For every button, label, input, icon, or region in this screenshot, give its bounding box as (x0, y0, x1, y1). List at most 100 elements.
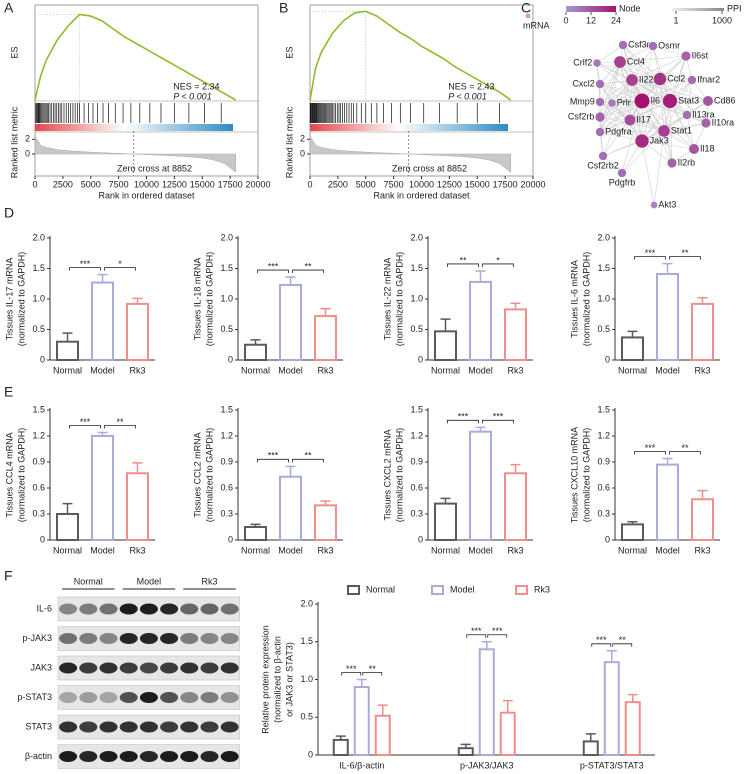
x-tick-label: Normal (431, 365, 460, 375)
edge (669, 55, 687, 102)
panel-label: E (4, 384, 13, 400)
y-tick-label: 0 (605, 534, 610, 544)
y-axis-label: (normalized to GAPDH) (16, 252, 26, 347)
y-axis-label: ES (9, 46, 19, 58)
significance-bracket (634, 256, 666, 260)
node (595, 112, 605, 122)
y-tick-label: 0 (40, 354, 45, 364)
node-label: Ccl2 (667, 73, 685, 83)
blot-row-label: β-actin (25, 751, 52, 761)
x-tick-label: p-JAK3/JAK3 (460, 760, 514, 770)
bar (691, 498, 714, 541)
error-bar (62, 332, 73, 342)
p-label: P < 0.001 (173, 91, 211, 101)
y2-axis-label: Ranked list metric (284, 106, 294, 178)
y-axis-label: (normalized to GAPDH) (581, 428, 591, 523)
blot-band (220, 633, 239, 644)
edge (641, 122, 707, 142)
error-bar (460, 743, 471, 749)
y-tick-label: 2.0 (597, 232, 610, 242)
blot-band (119, 633, 138, 644)
edge (596, 44, 624, 64)
x-tick-label: Model (90, 365, 115, 375)
edge (599, 61, 621, 133)
node-label: Prlr (617, 97, 631, 107)
legend-mrna: mRNA (523, 20, 550, 30)
error-bar (697, 489, 708, 500)
error-bar (440, 318, 451, 332)
significance-bracket (69, 425, 101, 429)
legend-node-scale (566, 6, 616, 12)
error-bar (627, 521, 638, 525)
y-tick-label: 0.3 (220, 508, 233, 518)
edge (669, 100, 673, 164)
blot-band (119, 692, 138, 703)
y-tick-label: 0.6 (32, 482, 45, 492)
error-bar (132, 297, 143, 304)
x-tick-label: 15000 (190, 179, 215, 189)
blot-band (99, 721, 118, 733)
zero-cross-label: Zero cross at 8852 (117, 163, 192, 173)
y-axis-label: or JAK3 or STAT3) (284, 642, 294, 717)
y-tick-label: 1.0 (300, 674, 313, 684)
y2-axis-label: Ranked list metric (9, 106, 19, 178)
node-label: Jak3 (650, 135, 669, 145)
x-axis-label: Rank in ordered dataset (373, 190, 470, 200)
edge (641, 140, 695, 150)
node (667, 158, 677, 168)
error-bar (627, 330, 638, 338)
node-label: Mmp9 (570, 96, 595, 106)
legend-tick-label: 0 (563, 15, 568, 25)
bar (56, 340, 79, 362)
bar (499, 711, 516, 756)
blot-group-label: Normal (74, 576, 103, 586)
y-tick-label: 0.9 (597, 456, 610, 466)
edge (631, 79, 688, 116)
edge (599, 61, 621, 103)
x-tick-label: Rk3 (129, 545, 145, 555)
y-tick-label: 0 (228, 534, 233, 544)
node-label: Il18 (700, 143, 715, 153)
x-tick-label: 5000 (356, 179, 376, 189)
error-bar (440, 497, 451, 504)
significance-label: *** (80, 417, 91, 427)
y-axis-label: Tissues CXCL2 mRNA (382, 429, 392, 520)
legend-tick-label: 1 (673, 15, 678, 25)
node (595, 97, 605, 107)
significance-label: ** (369, 664, 377, 674)
plot-frame (34, 4, 259, 177)
edge (621, 100, 643, 174)
x-tick-label: Model (468, 545, 493, 555)
nes-label: NES = 2.43 (448, 81, 494, 91)
edge (599, 83, 665, 132)
edge (599, 79, 633, 133)
y-axis-label: Tissues CCL2 mRNA (192, 432, 202, 517)
x-tick-label: Normal (53, 365, 82, 375)
blot-row-label: STAT3 (25, 721, 52, 731)
node-label: Pdgfra (605, 126, 632, 136)
edge (596, 62, 661, 80)
edge (641, 140, 655, 206)
edge (669, 100, 695, 150)
x-tick-label: Normal (618, 365, 647, 375)
node-label: Stat1 (671, 125, 692, 135)
y-axis-label: Tissues CCL4 mRNA (4, 432, 14, 517)
y-tick-label: 0.5 (220, 324, 233, 334)
y-axis-label: (normalized to GAPDH) (16, 428, 26, 523)
node (662, 93, 678, 109)
blot-band (119, 603, 138, 615)
x-tick-label: 0 (307, 179, 312, 189)
legend-swatch (431, 585, 444, 595)
y-axis-label: (normalized to β-actin (272, 636, 282, 723)
bar (279, 475, 302, 542)
blot-band (59, 692, 78, 703)
blot-band (180, 662, 199, 674)
y-axis-label: (normalized to GAPDH) (394, 428, 404, 523)
y-tick-label: 0 (228, 354, 233, 364)
x-tick-label: Normal (241, 545, 270, 555)
node-label: Crlf2 (573, 57, 592, 67)
y-axis-label: (normalized to GAPDH) (394, 252, 404, 347)
x-tick-label: Model (468, 365, 493, 375)
node-label: Ifnar2 (697, 74, 720, 84)
